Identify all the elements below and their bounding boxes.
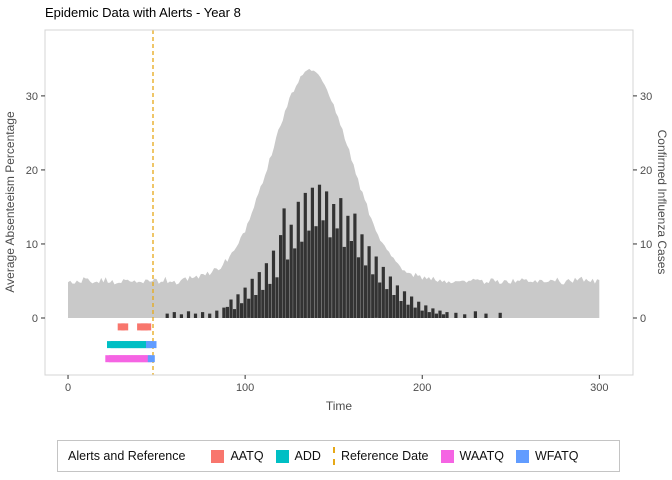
panel-border [44, 29, 634, 376]
svg-text:0: 0 [32, 313, 38, 325]
aatq-swatch-icon [211, 449, 225, 463]
chart-title: Epidemic Data with Alerts - Year 8 [45, 5, 241, 20]
alert-marker-waatq [144, 355, 152, 363]
svg-text:100: 100 [236, 382, 254, 394]
legend-label-waatq: WAATQ [459, 449, 504, 463]
add-swatch-icon [275, 449, 289, 463]
legend-item-add: ADD [275, 449, 321, 463]
alert-marker-add [107, 341, 114, 349]
influenza-bars-layer [165, 184, 502, 318]
legend: Alerts and Reference AATQ ADD Reference … [57, 440, 620, 472]
alert-marker-waatq [112, 355, 120, 363]
alert-marker-add [131, 341, 139, 349]
alert-marker-add [124, 341, 132, 349]
legend-item-wfatq: WFATQ [515, 449, 579, 463]
svg-text:20: 20 [26, 165, 38, 177]
epidemic-chart: Epidemic Data with Alerts - Year 8 Time … [3, 5, 669, 413]
legend-title: Alerts and Reference [68, 449, 186, 463]
legend-item-waatq: WAATQ [440, 449, 504, 463]
svg-text:200: 200 [413, 382, 431, 394]
legend-label-aatq: AATQ [230, 449, 264, 463]
reference-date-dashed-line-icon [332, 447, 335, 465]
y-axis-left: 0 10 20 30 [26, 91, 45, 325]
x-axis: 0 100 200 300 [65, 375, 609, 394]
y-axis-right: 0 10 20 30 [633, 91, 652, 325]
svg-text:10: 10 [640, 239, 652, 251]
svg-text:0: 0 [65, 382, 71, 394]
legend-item-reference-date: Reference Date [332, 447, 429, 465]
y-axis-title-left: Average Absenteeism Percentage [3, 111, 17, 293]
y-axis-title-right: Confirmed Influenza Cases [655, 130, 669, 275]
alert-marker-add [114, 341, 122, 349]
alert-marker-waatq [137, 355, 145, 363]
legend-label-reference-date: Reference Date [340, 449, 429, 463]
waatq-swatch-icon [440, 449, 454, 463]
legend-label-add: ADD [294, 449, 321, 463]
alert-markers-layer [105, 323, 157, 363]
wfatq-swatch-icon [515, 449, 529, 463]
svg-text:30: 30 [640, 91, 652, 103]
svg-text:300: 300 [590, 382, 608, 394]
absenteeism-area-layer [68, 68, 600, 319]
svg-text:30: 30 [26, 91, 38, 103]
svg-text:10: 10 [26, 239, 38, 251]
alert-marker-wfatq [149, 341, 157, 349]
alert-marker-aatq [121, 323, 129, 331]
alert-marker-waatq [126, 355, 134, 363]
alert-marker-wfatq [147, 355, 155, 363]
svg-text:20: 20 [640, 165, 652, 177]
alert-marker-aatq [144, 323, 152, 331]
svg-text:0: 0 [640, 313, 646, 325]
alert-marker-waatq [119, 355, 127, 363]
alert-marker-aatq [137, 323, 145, 331]
alert-marker-add [138, 341, 146, 349]
legend-item-aatq: AATQ [211, 449, 264, 463]
legend-label-wfatq: WFATQ [534, 449, 579, 463]
x-axis-title: Time [326, 399, 353, 413]
